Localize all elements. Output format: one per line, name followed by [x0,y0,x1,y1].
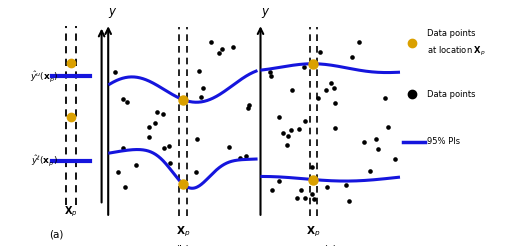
Point [288,88,296,92]
Text: $\hat{y}^\ell(\mathbf{x}_p)$: $\hat{y}^\ell(\mathbf{x}_p)$ [31,154,58,168]
Point [197,95,205,99]
Point [322,88,330,92]
Point [294,196,302,200]
Point [161,146,169,150]
Text: at location $\mathbf{X}_p$: at location $\mathbf{X}_p$ [427,45,486,58]
Text: Data points: Data points [427,29,475,38]
Point [207,41,215,45]
Text: $\mathbf{X}_p$: $\mathbf{X}_p$ [176,225,190,239]
Point [275,115,283,119]
Point [145,135,153,139]
Text: 95% PIs: 95% PIs [427,137,460,146]
Point [355,40,363,44]
Text: (c): (c) [323,245,337,246]
Point [275,179,283,183]
Point [242,154,250,158]
Point [132,163,140,167]
Text: $y$: $y$ [261,6,270,20]
Point [193,137,201,141]
Point [229,45,237,49]
Point [152,110,161,114]
Point [122,100,131,104]
Point [279,131,288,135]
Point [309,197,318,201]
Point [315,50,324,54]
Point [301,196,309,200]
Point [372,137,380,141]
Point [342,184,351,187]
Point [218,47,226,51]
Text: $y$: $y$ [108,6,117,20]
Point [167,161,175,165]
Point [330,86,338,90]
Point [360,140,368,144]
Point [308,192,316,196]
Point [236,156,244,160]
Point [266,70,274,74]
Point [245,103,253,107]
Point [151,121,160,125]
Point [284,134,292,138]
Point [199,86,207,90]
Point [215,51,223,55]
Point [323,185,331,189]
Point [119,147,128,151]
Point [391,157,399,161]
Point [308,165,316,169]
Point [366,169,374,173]
Point [287,128,295,132]
Point [114,170,122,174]
Point [381,95,389,99]
Point [158,112,167,116]
Point [328,81,336,85]
Point [244,107,252,110]
Point [313,96,322,100]
Point [348,55,356,59]
Point [121,185,129,189]
Point [385,125,393,129]
Text: (a): (a) [49,230,63,240]
Point [282,143,291,147]
Point [331,126,339,130]
Point [145,124,153,128]
Text: $\mathbf{X}_p$: $\mathbf{X}_p$ [306,225,321,239]
Text: Data points: Data points [427,90,475,99]
Point [297,188,305,192]
Point [295,127,303,131]
Point [192,170,200,174]
Text: $\mathbf{X}_p$: $\mathbf{X}_p$ [65,205,78,219]
Text: $\hat{y}^u(\mathbf{x}_p)$: $\hat{y}^u(\mathbf{x}_p)$ [29,69,58,84]
Point [119,96,128,100]
Point [301,119,309,123]
Point [268,188,276,192]
Text: (b): (b) [176,245,190,246]
Point [374,147,382,151]
Point [195,69,203,73]
Point [225,145,233,149]
Point [267,74,275,78]
Point [300,65,308,69]
Point [165,144,173,148]
Point [345,199,353,203]
Point [111,70,119,74]
Point [331,102,339,106]
